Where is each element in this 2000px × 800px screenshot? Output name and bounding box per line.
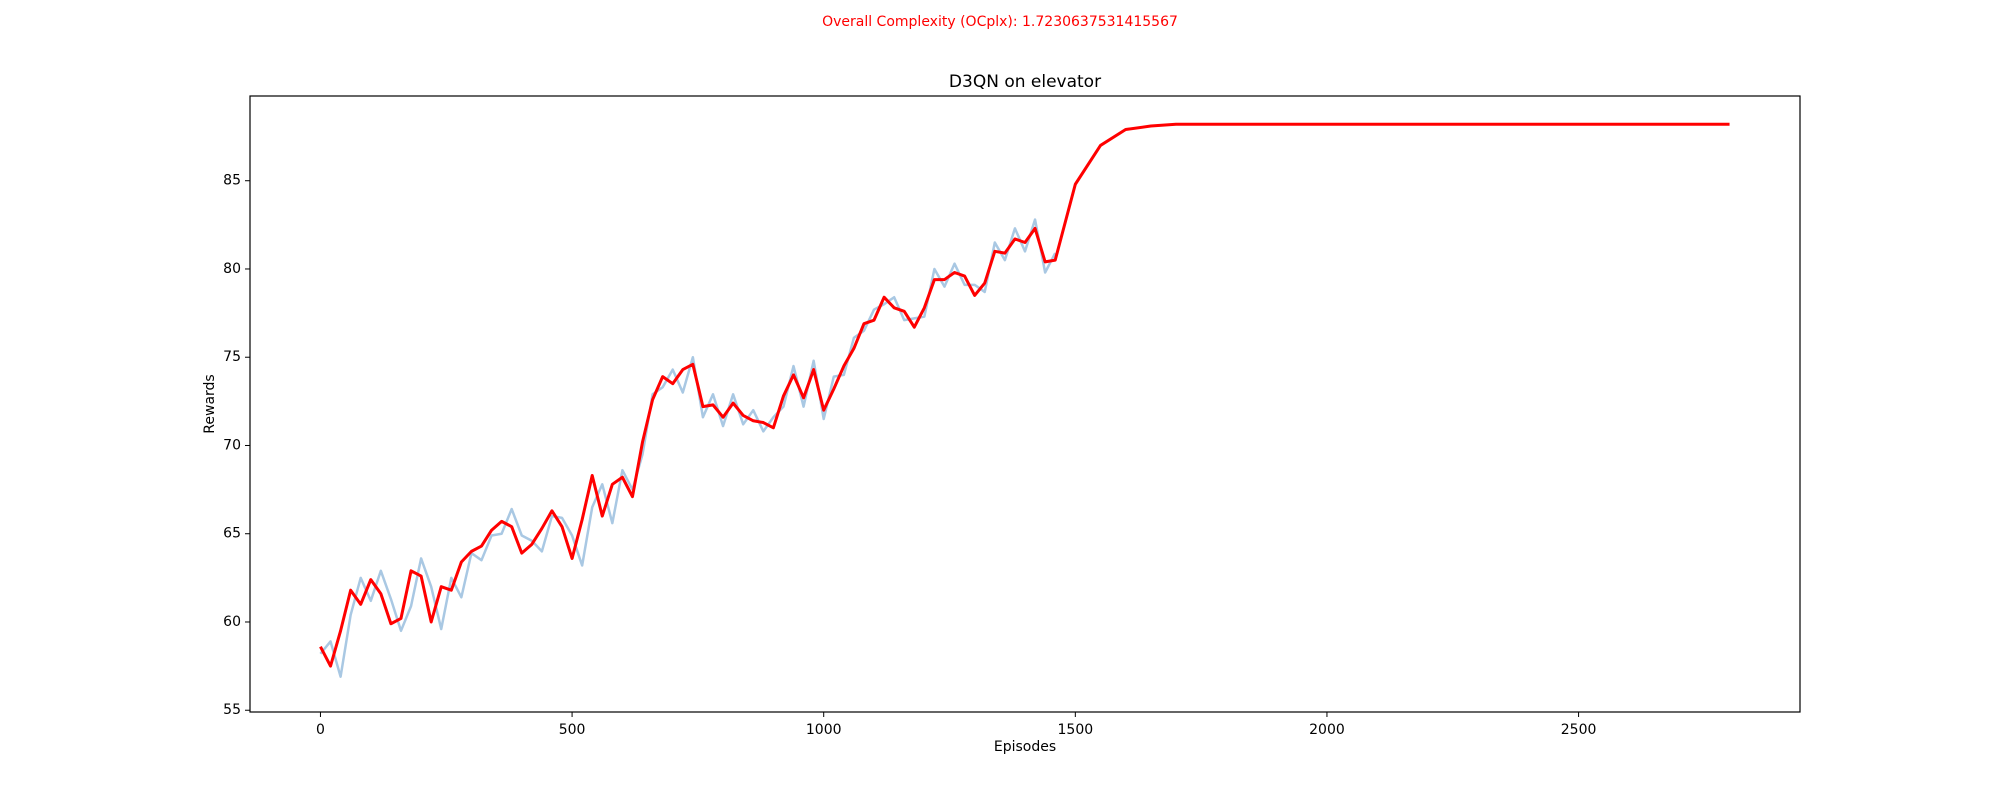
y-tick-label: 80 <box>223 261 241 277</box>
x-tick-label: 2000 <box>1309 722 1345 738</box>
x-tick-label: 1000 <box>806 722 842 738</box>
y-tick-label: 70 <box>223 437 241 453</box>
line-series <box>319 218 1057 678</box>
y-axis-label: Rewards <box>202 374 218 433</box>
y-tick-label: 55 <box>223 702 241 718</box>
x-axis-label: Episodes <box>994 739 1056 755</box>
y-tick-label: 75 <box>223 349 241 365</box>
plot-frame <box>249 95 1801 713</box>
x-tick-label: 500 <box>559 722 586 738</box>
x-tick-label: 0 <box>316 722 325 738</box>
y-tick-label: 60 <box>223 614 241 630</box>
x-tick-label: 1500 <box>1058 722 1094 738</box>
chart-title: D3QN on elevator <box>949 72 1101 92</box>
line-series <box>319 122 1730 668</box>
suptitle: Overall Complexity (OCplx): 1.7230637531… <box>822 14 1178 30</box>
y-tick-label: 65 <box>223 526 241 542</box>
x-tick-label: 2500 <box>1561 722 1597 738</box>
y-tick-label: 85 <box>223 173 241 189</box>
